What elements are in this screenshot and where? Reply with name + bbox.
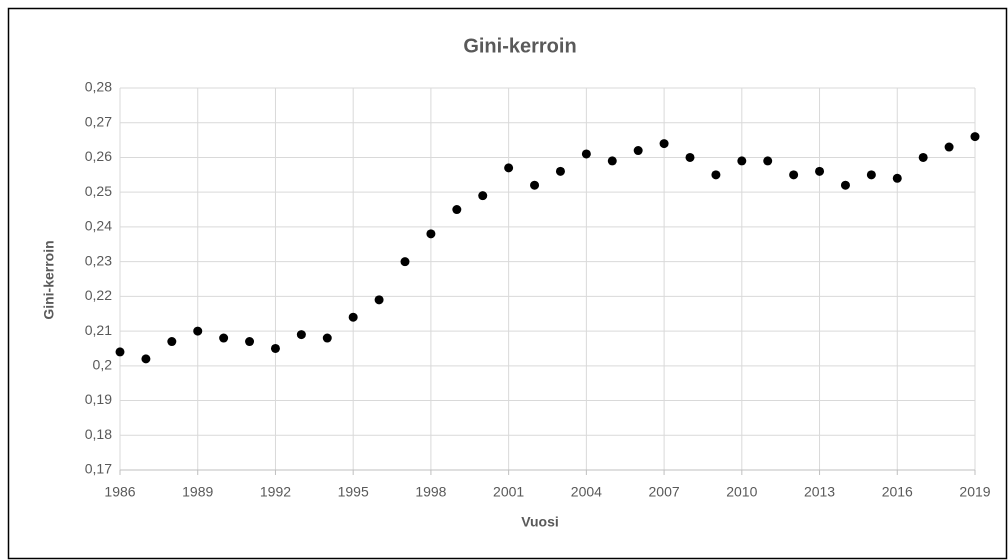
data-point xyxy=(141,354,151,364)
x-tick-label: 1998 xyxy=(415,484,446,500)
data-point xyxy=(530,180,540,190)
x-tick-label: 2019 xyxy=(959,484,990,500)
data-point xyxy=(555,166,565,176)
y-axis-label: Gini-kerroin xyxy=(41,240,57,319)
data-point xyxy=(711,170,721,180)
chart-title: Gini-kerroin xyxy=(463,35,576,57)
data-point xyxy=(685,152,695,162)
x-tick-label: 1992 xyxy=(260,484,291,500)
y-tick-label: 0,28 xyxy=(85,79,112,95)
data-point xyxy=(348,312,358,322)
data-point xyxy=(633,146,643,156)
y-tick-label: 0,26 xyxy=(85,148,112,164)
data-point xyxy=(167,337,177,347)
data-point xyxy=(219,333,229,343)
data-point xyxy=(840,180,850,190)
x-tick-label: 2001 xyxy=(493,484,524,500)
data-point xyxy=(504,163,514,173)
data-point xyxy=(581,149,591,159)
x-tick-label: 2010 xyxy=(726,484,757,500)
y-tick-label: 0,24 xyxy=(85,218,112,234)
y-tick-label: 0,19 xyxy=(85,391,112,407)
y-tick-label: 0,18 xyxy=(85,426,112,442)
x-tick-label: 2013 xyxy=(804,484,835,500)
data-point xyxy=(789,170,799,180)
x-tick-label: 2016 xyxy=(882,484,913,500)
data-point xyxy=(452,205,462,215)
data-point xyxy=(970,132,980,142)
x-tick-label: 2007 xyxy=(649,484,680,500)
data-point xyxy=(866,170,876,180)
data-point xyxy=(892,173,902,183)
y-tick-label: 0,17 xyxy=(85,461,112,477)
data-point xyxy=(374,295,384,305)
chart-frame xyxy=(7,7,1008,560)
data-point xyxy=(478,191,488,201)
x-tick-label: 2004 xyxy=(571,484,602,500)
x-tick-label: 1995 xyxy=(338,484,369,500)
data-point xyxy=(270,343,280,353)
data-point xyxy=(763,156,773,166)
data-point xyxy=(296,330,306,340)
data-point xyxy=(322,333,332,343)
data-point xyxy=(918,152,928,162)
x-tick-label: 1989 xyxy=(182,484,213,500)
data-point xyxy=(737,156,747,166)
x-tick-label: 1986 xyxy=(104,484,135,500)
data-point xyxy=(245,337,255,347)
y-tick-label: 0,2 xyxy=(93,357,113,373)
data-point xyxy=(193,326,203,336)
data-point xyxy=(944,142,954,152)
y-tick-label: 0,23 xyxy=(85,252,112,268)
data-point xyxy=(400,257,410,267)
y-tick-label: 0,22 xyxy=(85,287,112,303)
data-point xyxy=(115,347,125,357)
x-axis-label: Vuosi xyxy=(521,514,559,530)
y-tick-label: 0,25 xyxy=(85,183,112,199)
y-tick-label: 0,21 xyxy=(85,322,112,338)
data-point xyxy=(659,139,669,149)
data-point xyxy=(426,229,436,239)
y-tick-label: 0,27 xyxy=(85,113,112,129)
data-point xyxy=(815,166,825,176)
data-point xyxy=(607,156,617,166)
